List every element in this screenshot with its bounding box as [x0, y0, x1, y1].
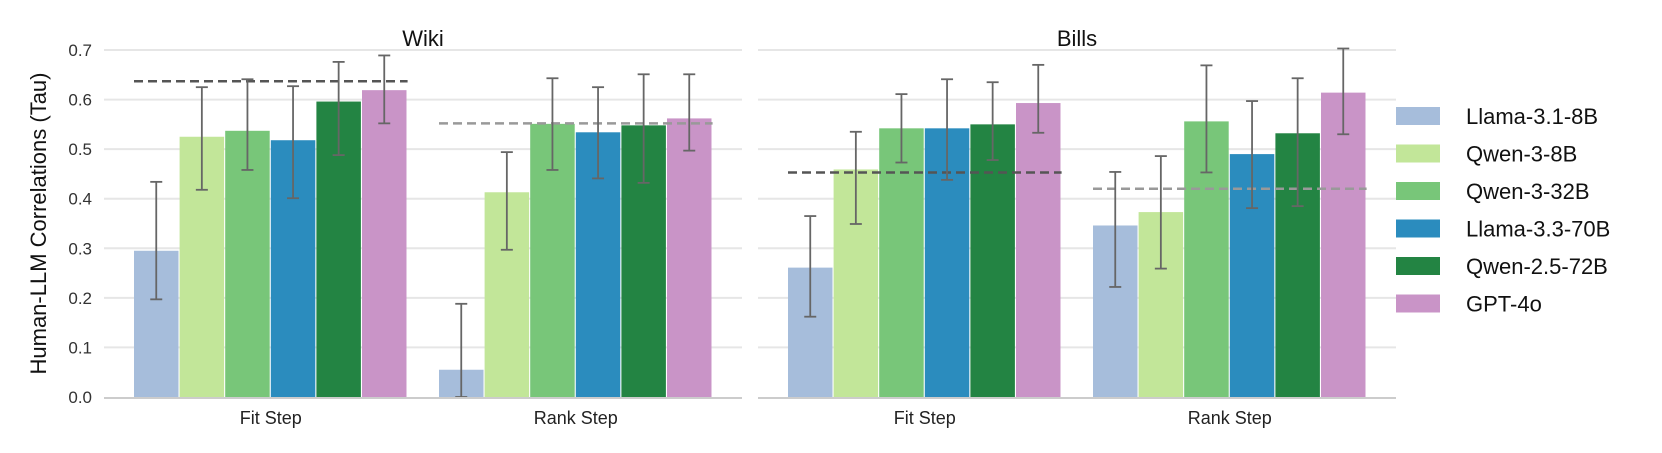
- legend-swatch: [1396, 144, 1440, 163]
- bar: [879, 128, 924, 397]
- legend-label: Llama-3.1-8B: [1466, 104, 1598, 129]
- legend: Llama-3.1-8B Qwen-3-8B Qwen-3-32B Llama-3.3…: [1396, 104, 1610, 317]
- labels-layer: 0.0 0.1 0.2 0.3 0.4 0.5 0.6 0.7 Human-LLM Correl…: [26, 26, 1272, 428]
- bar: [970, 124, 1015, 397]
- y-tick-label: 0.5: [68, 140, 92, 159]
- legend-label: Llama-3.3-70B: [1466, 217, 1610, 242]
- x-category-label: Fit Step: [240, 408, 302, 428]
- panel-title: Bills: [1057, 26, 1097, 51]
- x-category-label: Rank Step: [534, 408, 618, 428]
- bar: [1016, 103, 1061, 397]
- bar: [667, 118, 712, 397]
- y-tick-label: 0.2: [68, 289, 92, 308]
- y-tick-label: 0.1: [68, 338, 92, 357]
- legend-label: Qwen-3-32B: [1466, 179, 1590, 204]
- y-tick-label: 0.3: [68, 239, 92, 258]
- bar: [1321, 92, 1366, 397]
- y-tick-label: 0.7: [68, 41, 92, 60]
- legend-swatch: [1396, 182, 1440, 200]
- reference-lines-layer: [134, 79, 1367, 191]
- y-axis-title: Human-LLM Correlations (Tau): [26, 73, 51, 375]
- error-bars-layer: [150, 47, 1350, 398]
- bar: [362, 90, 407, 397]
- panel-title: Wiki: [402, 26, 444, 51]
- legend-label: Qwen-2.5-72B: [1466, 254, 1608, 279]
- legend-swatch: [1396, 257, 1440, 275]
- x-category-label: Rank Step: [1188, 408, 1272, 428]
- y-tick-label: 0.0: [68, 388, 92, 407]
- legend-swatch: [1396, 294, 1440, 313]
- bar: [225, 130, 270, 397]
- legend-label: GPT-4o: [1466, 292, 1542, 317]
- x-category-label: Fit Step: [894, 408, 956, 428]
- legend-swatch: [1396, 107, 1440, 125]
- y-tick-label: 0.4: [68, 190, 92, 209]
- legend-label: Qwen-3-8B: [1466, 142, 1577, 167]
- bars-layer: [134, 90, 1366, 398]
- legend-swatch: [1396, 219, 1440, 238]
- y-tick-label: 0.6: [68, 91, 92, 110]
